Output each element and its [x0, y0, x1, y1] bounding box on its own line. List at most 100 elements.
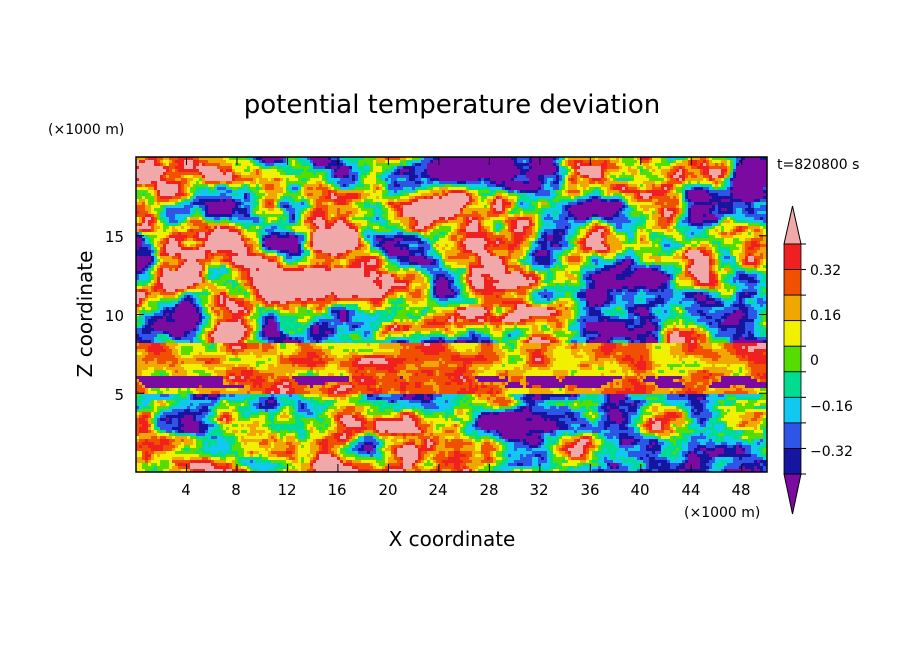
heatmap-cell	[520, 202, 524, 206]
heatmap-cell	[520, 217, 524, 221]
heatmap-cell	[499, 187, 503, 191]
heatmap-cell	[523, 157, 527, 161]
heatmap-cell	[448, 175, 452, 179]
heatmap-cell	[571, 220, 575, 224]
heatmap-cell	[604, 187, 608, 191]
heatmap-cell	[178, 181, 182, 185]
heatmap-cell	[253, 172, 257, 176]
heatmap-cell	[745, 211, 749, 215]
heatmap-cell	[331, 211, 335, 215]
heatmap-cell	[175, 205, 179, 209]
heatmap-cell	[163, 193, 167, 197]
heatmap-cell	[523, 166, 527, 170]
heatmap-cell	[208, 223, 212, 227]
heatmap-cell	[271, 160, 275, 164]
heatmap-cell	[559, 157, 563, 161]
heatmap-cell	[232, 211, 236, 215]
heatmap-cell	[472, 163, 476, 167]
heatmap-cell	[397, 193, 401, 197]
heatmap-cell	[736, 202, 740, 206]
heatmap-cell	[466, 181, 470, 185]
heatmap-cell	[220, 187, 224, 191]
heatmap-cell	[472, 217, 476, 221]
heatmap-cell	[571, 196, 575, 200]
heatmap-cell	[595, 202, 599, 206]
heatmap-cell	[358, 187, 362, 191]
heatmap-cell	[709, 160, 713, 164]
heatmap-cell	[187, 208, 191, 212]
heatmap-cell	[307, 196, 311, 200]
heatmap-cell	[337, 199, 341, 203]
heatmap-cell	[463, 202, 467, 206]
heatmap-cell	[205, 160, 209, 164]
heatmap-cell	[448, 172, 452, 176]
heatmap-cell	[382, 157, 386, 161]
heatmap-cell	[520, 193, 524, 197]
heatmap-cell	[295, 178, 299, 182]
heatmap-cell	[658, 175, 662, 179]
heatmap-cell	[325, 196, 329, 200]
heatmap-cell	[217, 163, 221, 167]
heatmap-cell	[391, 199, 395, 203]
heatmap-cell	[196, 184, 200, 188]
heatmap-cell	[193, 172, 197, 176]
heatmap-cell	[442, 160, 446, 164]
heatmap-cell	[283, 163, 287, 167]
heatmap-cell	[145, 196, 149, 200]
heatmap-cell	[403, 199, 407, 203]
heatmap-cell	[559, 175, 563, 179]
heatmap-cell	[760, 175, 764, 179]
heatmap-cell	[382, 187, 386, 191]
heatmap-cell	[520, 223, 524, 227]
heatmap-cell	[424, 187, 428, 191]
heatmap-cell	[493, 205, 497, 209]
heatmap-cell	[274, 193, 278, 197]
heatmap-cell	[544, 187, 548, 191]
heatmap-cell	[721, 193, 725, 197]
heatmap-cell	[619, 172, 623, 176]
heatmap-cell	[559, 178, 563, 182]
heatmap-cell	[586, 163, 590, 167]
heatmap-cell	[598, 157, 602, 161]
heatmap-cell	[487, 208, 491, 212]
heatmap-cell	[556, 199, 560, 203]
heatmap-cell	[199, 181, 203, 185]
heatmap-cell	[283, 160, 287, 164]
heatmap-cell	[187, 172, 191, 176]
heatmap-cell	[439, 169, 443, 173]
heatmap-cell	[628, 217, 632, 221]
heatmap-cell	[748, 169, 752, 173]
heatmap-cell	[763, 169, 767, 173]
heatmap-cell	[361, 166, 365, 170]
heatmap-cell	[442, 175, 446, 179]
heatmap-cell	[247, 160, 251, 164]
heatmap-cell	[343, 202, 347, 206]
heatmap-cell	[187, 187, 191, 191]
heatmap-cell	[217, 226, 221, 230]
heatmap-cell	[754, 160, 758, 164]
heatmap-cell	[745, 208, 749, 212]
heatmap-cell	[751, 172, 755, 176]
heatmap-cell	[469, 166, 473, 170]
heatmap-cell	[382, 199, 386, 203]
heatmap-cell	[487, 172, 491, 176]
heatmap-cell	[412, 202, 416, 206]
heatmap-cell	[274, 223, 278, 227]
heatmap-cell	[556, 217, 560, 221]
heatmap-cell	[583, 166, 587, 170]
heatmap-cell	[229, 187, 233, 191]
heatmap-cell	[667, 217, 671, 221]
heatmap-cell	[187, 211, 191, 215]
heatmap-cell	[421, 163, 425, 167]
heatmap-cell	[751, 163, 755, 167]
heatmap-cell	[202, 226, 206, 230]
heatmap-cell	[289, 205, 293, 209]
heatmap-cell	[211, 178, 215, 182]
heatmap-cell	[241, 181, 245, 185]
heatmap-cell	[733, 181, 737, 185]
heatmap-cell	[319, 160, 323, 164]
heatmap-cell	[637, 208, 641, 212]
heatmap-cell	[247, 181, 251, 185]
heatmap-cell	[274, 172, 278, 176]
heatmap-cell	[595, 208, 599, 212]
